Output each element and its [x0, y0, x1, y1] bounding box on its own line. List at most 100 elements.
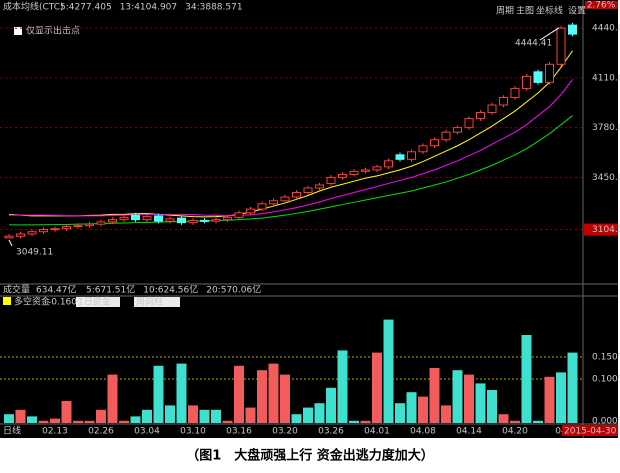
bar [337, 350, 348, 423]
candle-body [188, 219, 198, 224]
select-box[interactable] [134, 297, 180, 307]
candle-body [349, 170, 359, 175]
volume-label: 成交量 [3, 284, 30, 296]
candle-body [453, 127, 462, 133]
x-tick-label: 03.26 [318, 427, 344, 437]
candle-body [234, 212, 244, 218]
select[interactable]: 1日资金 [78, 296, 111, 308]
candle-body [326, 176, 336, 184]
bar [142, 409, 152, 423]
bar [441, 405, 451, 423]
x-tick-label: 04 [555, 427, 567, 437]
bar [50, 418, 60, 423]
bar [303, 407, 313, 423]
bar [291, 414, 302, 423]
candle-body [73, 225, 83, 228]
checkbox-label: 仅显示出击点 [26, 25, 80, 37]
bar [188, 405, 198, 423]
candle-body [303, 187, 313, 194]
bar [418, 396, 428, 423]
bar [487, 390, 497, 423]
candle-body [119, 216, 129, 221]
bar [533, 420, 543, 423]
candle-body [50, 228, 60, 231]
bar [475, 383, 486, 423]
legend-entry: 5:4277.405 [60, 3, 112, 13]
bar [27, 416, 37, 423]
ma-line [9, 79, 573, 217]
candle-body [568, 24, 577, 35]
candle-body [361, 169, 370, 172]
control[interactable]: 主图 [516, 5, 534, 17]
y-tick-label: 0.100% [592, 375, 620, 385]
candle-body [499, 96, 508, 106]
candle-body [338, 173, 347, 178]
candle-body [510, 87, 520, 98]
checkbox[interactable] [14, 27, 22, 35]
bar [544, 376, 555, 423]
annotation: 4444.41 [515, 39, 552, 49]
candle-body [39, 228, 48, 233]
candle-body [257, 203, 267, 210]
bar [452, 370, 463, 423]
candle-body [246, 208, 255, 214]
bar [314, 403, 325, 423]
candle-body [211, 219, 221, 222]
bar [211, 409, 221, 423]
y-tick-label: 4440.0 [592, 24, 620, 34]
date: 2015-04-30 [564, 427, 617, 437]
bar [222, 420, 233, 423]
bar [165, 405, 175, 423]
badge: 2.76% [587, 1, 616, 11]
bar [567, 352, 578, 423]
candle-body [315, 184, 324, 189]
date-box [562, 425, 618, 436]
candle-body [487, 104, 497, 114]
candle-body [131, 214, 140, 221]
candle-body [62, 225, 71, 230]
candle-body [269, 200, 278, 205]
y-tick-label: 0.000% [592, 417, 620, 427]
candle-body [4, 235, 14, 239]
bar [107, 374, 118, 423]
candle-body [464, 118, 474, 129]
bar [153, 365, 164, 423]
candle-body [108, 219, 117, 223]
volume-ma: 20:570.06亿 [206, 284, 261, 296]
bar [199, 409, 210, 423]
chart-title: 多空资金 [14, 296, 50, 308]
legend-entry: 34:3888.571 [185, 3, 242, 13]
control[interactable]: 周期 [496, 6, 514, 17]
bar [15, 409, 26, 423]
y-tick-label: 0.150% [592, 353, 620, 363]
candle-body [395, 154, 405, 160]
bar [326, 387, 336, 423]
candle-body [418, 145, 428, 153]
candle-body [545, 63, 554, 83]
bar [556, 372, 566, 423]
bar [464, 374, 474, 423]
bar [84, 420, 95, 423]
candle-body [292, 192, 301, 198]
control[interactable]: 坐标线 [536, 5, 563, 17]
bar [372, 352, 382, 423]
caption: （图1 大盘顽强上行 资金出逃力度加大） [186, 448, 434, 464]
bar [234, 365, 244, 423]
candle-body [476, 112, 485, 120]
candle-body [522, 75, 531, 89]
y-tick-label: 3104.3 [592, 225, 620, 235]
select[interactable]: 周向柱 [136, 296, 163, 308]
bar [38, 420, 49, 423]
annotation-arrow [539, 27, 560, 41]
annotation-arrow [8, 239, 13, 247]
x-tick-label: 03.16 [226, 427, 252, 437]
bar [4, 414, 14, 423]
candle-body [372, 166, 382, 171]
bar [73, 420, 83, 423]
control[interactable]: 设置 [568, 6, 586, 17]
select-box[interactable] [76, 297, 120, 307]
candle-body [16, 233, 25, 237]
candle-body [223, 216, 232, 221]
bar [130, 416, 141, 423]
